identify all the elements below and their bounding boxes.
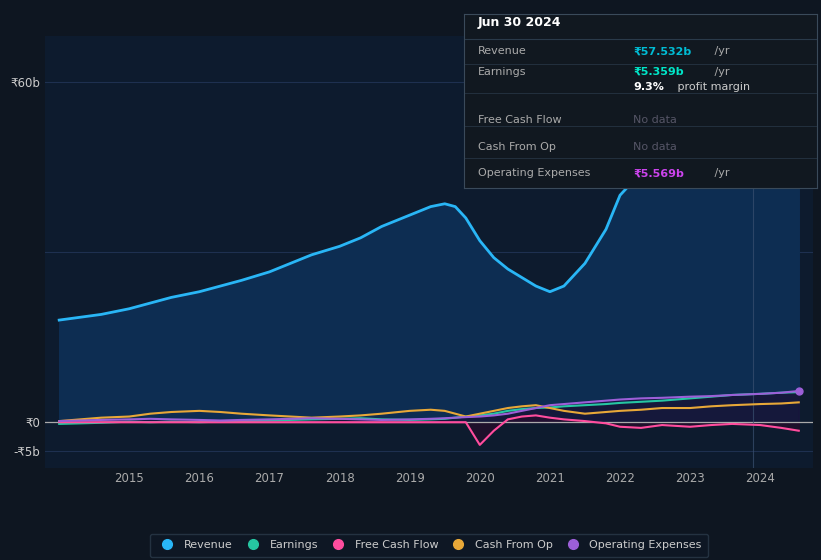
Text: profit margin: profit margin (674, 82, 750, 92)
Text: 9.3%: 9.3% (633, 82, 664, 92)
Text: Operating Expenses: Operating Expenses (478, 169, 590, 179)
Text: Earnings: Earnings (478, 67, 526, 77)
Text: /yr: /yr (711, 169, 730, 179)
Text: No data: No data (633, 142, 677, 152)
Text: /yr: /yr (711, 67, 730, 77)
Text: Revenue: Revenue (478, 46, 527, 56)
Text: Jun 30 2024: Jun 30 2024 (478, 16, 562, 30)
Text: No data: No data (633, 115, 677, 125)
Text: ₹57.532b: ₹57.532b (633, 46, 691, 56)
Text: ₹5.359b: ₹5.359b (633, 67, 684, 77)
Text: /yr: /yr (711, 46, 730, 56)
Legend: Revenue, Earnings, Free Cash Flow, Cash From Op, Operating Expenses: Revenue, Earnings, Free Cash Flow, Cash … (149, 534, 709, 557)
Text: Free Cash Flow: Free Cash Flow (478, 115, 562, 125)
Text: Cash From Op: Cash From Op (478, 142, 556, 152)
Text: ₹5.569b: ₹5.569b (633, 169, 684, 179)
